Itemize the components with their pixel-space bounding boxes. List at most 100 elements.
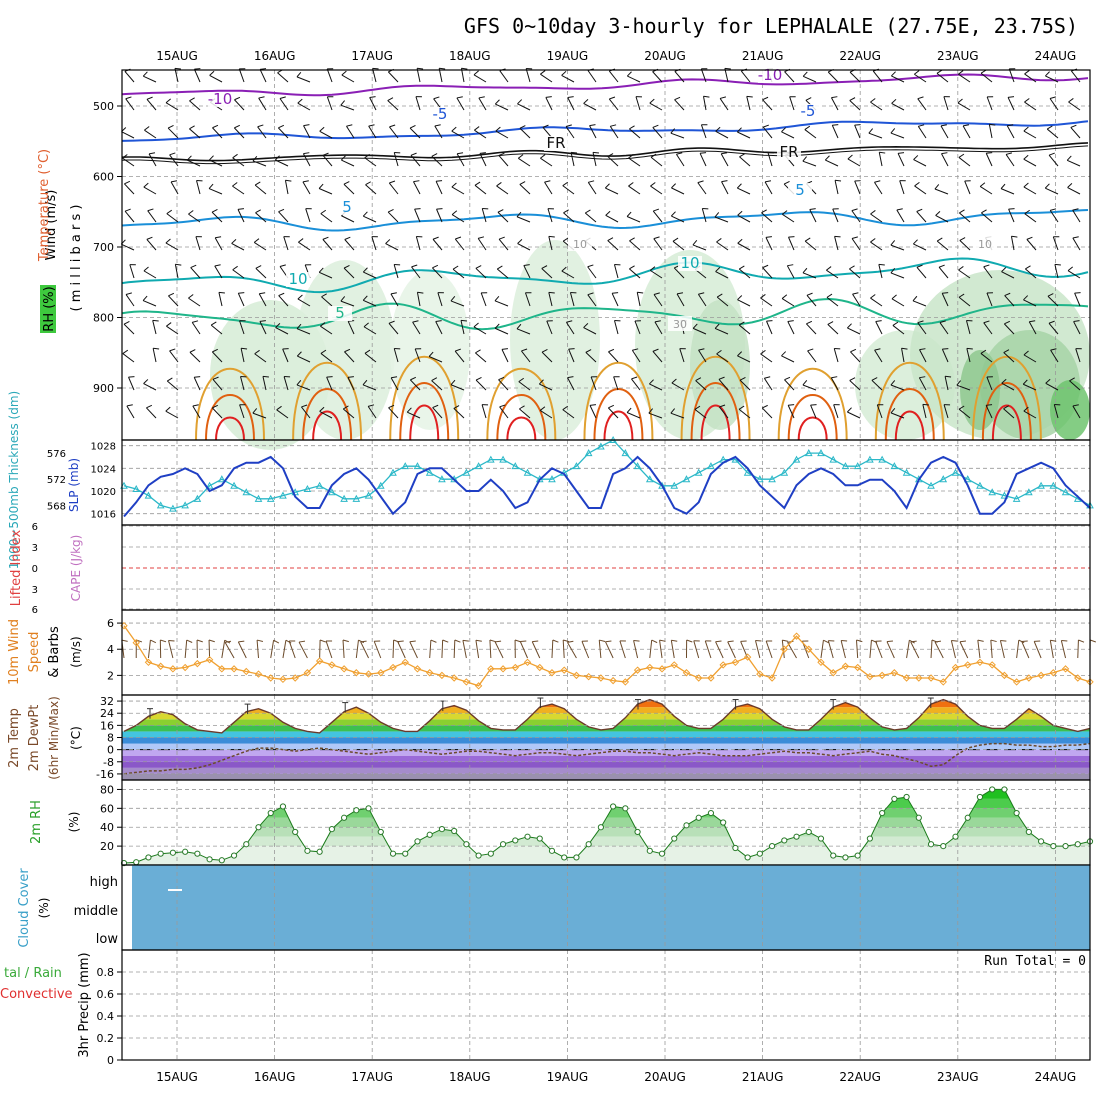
- thickness-point: [474, 462, 483, 470]
- wind-barb-flag: [959, 640, 967, 643]
- wind-barb: [320, 325, 333, 335]
- wind-barb: [121, 243, 135, 251]
- rh2m-point: [365, 805, 372, 812]
- thickness-point: [462, 468, 471, 476]
- rh2m-point: [463, 841, 470, 848]
- wind10-point: [939, 678, 947, 686]
- wind-barb-flag: [252, 155, 258, 162]
- wind-barb: [123, 323, 135, 335]
- wind-barb-flag: [1024, 209, 1030, 215]
- wind-barb: [938, 266, 949, 279]
- wind-barb: [499, 70, 509, 83]
- wind-barb-flag: [365, 181, 371, 186]
- wind-barb-flag: [167, 124, 174, 129]
- wind-barb-flag: [517, 239, 523, 244]
- wind-barb-flag: [169, 348, 176, 352]
- rh2m-tick-label: 40: [100, 821, 114, 834]
- wind-barb-flag: [519, 125, 526, 129]
- thickness-point: [144, 491, 153, 499]
- wind10-point: [817, 658, 825, 667]
- wind-barb: [363, 299, 377, 307]
- wind-barb: [649, 640, 653, 659]
- wind-barb: [343, 267, 355, 279]
- rh-shading: [295, 260, 395, 440]
- wind-barb-flag: [189, 349, 196, 353]
- wind-barb: [432, 267, 443, 279]
- wind-barb: [781, 640, 785, 659]
- wind-barb-flag: [186, 639, 193, 643]
- wind-barb: [498, 379, 509, 391]
- wind-barb-flag: [475, 265, 482, 269]
- wind-barb-flag: [432, 264, 439, 269]
- rh2m-point: [1062, 843, 1069, 850]
- wind-barb-flag: [435, 320, 442, 322]
- wind-barb-flag: [256, 639, 264, 643]
- wind-barb: [869, 640, 872, 659]
- wind-barb: [321, 296, 333, 307]
- wind-barb-flag: [890, 268, 896, 274]
- wind-barb: [124, 183, 135, 195]
- wind-barb-flag: [633, 639, 640, 642]
- wind-barb-flag: [874, 180, 881, 183]
- wind-barb-flag: [126, 404, 133, 407]
- wind-barb: [1060, 640, 1067, 659]
- wind-barb-flag: [736, 183, 742, 189]
- wind-barb-flag: [218, 291, 225, 294]
- wind-barb: [184, 640, 188, 659]
- rh-shading: [960, 350, 1000, 430]
- ylabel-wind10: 10m Wind: [7, 619, 22, 685]
- wind-barb: [1023, 186, 1037, 195]
- wind-barb: [255, 212, 267, 223]
- rh2m-point: [169, 849, 177, 856]
- wind-barb: [256, 640, 260, 659]
- wind-barb-flag: [143, 266, 149, 272]
- wind10-point: [1000, 671, 1009, 680]
- wind-barb: [392, 639, 395, 659]
- wind-barb: [209, 74, 223, 83]
- wind-barb: [388, 322, 399, 335]
- wind-barb-flag: [942, 292, 949, 294]
- wind-barb: [496, 185, 509, 195]
- wind-barb: [849, 380, 861, 391]
- wind-barb-flag: [917, 320, 924, 324]
- rh2m-point: [328, 826, 335, 833]
- wind-barb: [254, 353, 267, 363]
- wind-barb-flag: [901, 347, 908, 350]
- wind-barb-flag: [417, 291, 424, 294]
- rh2m-point: [658, 850, 666, 857]
- wind-barb: [830, 97, 839, 111]
- wind-barb: [629, 128, 641, 139]
- wind-barb-flag: [208, 155, 214, 161]
- wind10-point: [951, 663, 960, 672]
- wind-barb: [561, 270, 575, 279]
- wind-barb: [474, 129, 487, 139]
- date-label-top: 19AUG: [547, 49, 589, 63]
- wind-barb-flag: [496, 265, 503, 270]
- wind-barb: [737, 214, 751, 223]
- wind-barb: [694, 409, 707, 419]
- wind-barb: [125, 98, 135, 111]
- wind-barb: [368, 125, 377, 139]
- wind10-point: [193, 659, 202, 668]
- wind-barb: [699, 153, 707, 167]
- rh2m-point: [768, 843, 776, 850]
- wind-barb-flag: [823, 639, 830, 644]
- temp-band: [122, 719, 1090, 726]
- wind-barb-flag: [981, 209, 987, 214]
- thickness-line: [123, 439, 1091, 510]
- wind-barb: [634, 320, 641, 335]
- wind-barb-flag: [452, 265, 459, 270]
- thickness-point: [376, 481, 385, 489]
- wind-barb: [284, 180, 289, 195]
- wind10-point: [866, 672, 874, 681]
- wind-barb-flag: [1072, 236, 1079, 239]
- wind-barb: [415, 236, 421, 251]
- rh2m-point: [866, 835, 873, 842]
- wind-barb: [727, 641, 736, 659]
- wind-barb-flag: [147, 208, 154, 212]
- wind-barb-flag: [870, 294, 876, 299]
- wind10-point: [964, 661, 972, 669]
- wind-barb-flag: [694, 405, 701, 410]
- thickness-tick-label: 568: [47, 501, 66, 512]
- wind-barb-flag: [940, 124, 947, 127]
